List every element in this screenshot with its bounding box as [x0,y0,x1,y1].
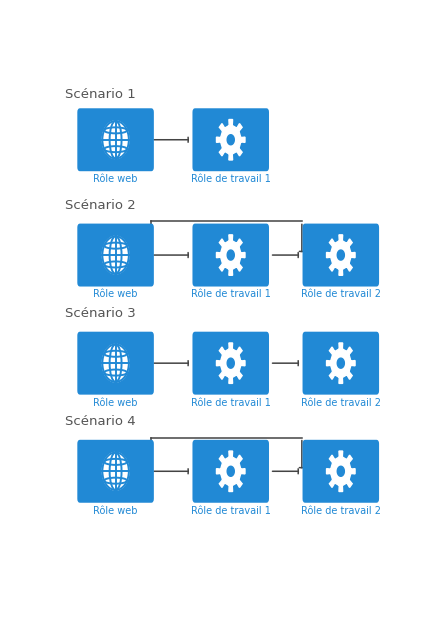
Polygon shape [337,250,344,260]
Polygon shape [227,358,234,368]
Polygon shape [326,343,355,383]
Polygon shape [216,235,245,275]
FancyBboxPatch shape [77,223,154,286]
FancyBboxPatch shape [302,332,379,394]
FancyBboxPatch shape [192,332,269,394]
Text: Scénario 4: Scénario 4 [65,415,135,428]
FancyBboxPatch shape [77,109,154,171]
Polygon shape [227,135,234,145]
Polygon shape [337,358,344,368]
FancyBboxPatch shape [192,440,269,503]
Polygon shape [227,250,234,260]
Text: Rôle de travail 2: Rôle de travail 2 [301,505,381,515]
Text: Scénario 1: Scénario 1 [65,89,135,101]
Polygon shape [216,120,245,160]
Text: Scénario 3: Scénario 3 [65,307,135,320]
Polygon shape [102,452,129,490]
Polygon shape [102,344,129,382]
Polygon shape [326,235,355,275]
Text: Rôle web: Rôle web [94,505,138,515]
Text: Rôle de travail 1: Rôle de travail 1 [191,397,271,407]
FancyBboxPatch shape [302,223,379,286]
FancyBboxPatch shape [192,109,269,171]
Polygon shape [227,466,234,476]
FancyBboxPatch shape [77,440,154,503]
FancyBboxPatch shape [77,332,154,394]
Text: Rôle de travail 1: Rôle de travail 1 [191,505,271,515]
Polygon shape [326,451,355,492]
Text: Scénario 2: Scénario 2 [65,199,135,212]
FancyBboxPatch shape [302,440,379,503]
Text: Rôle web: Rôle web [94,174,138,184]
Text: Rôle web: Rôle web [94,290,138,300]
Polygon shape [216,451,245,492]
Text: Rôle web: Rôle web [94,397,138,407]
Text: Rôle de travail 2: Rôle de travail 2 [301,290,381,300]
Polygon shape [216,343,245,383]
Polygon shape [102,236,129,274]
Polygon shape [337,466,344,476]
Text: Rôle de travail 2: Rôle de travail 2 [301,397,381,407]
Polygon shape [102,121,129,158]
Text: Rôle de travail 1: Rôle de travail 1 [191,174,271,184]
Text: Rôle de travail 1: Rôle de travail 1 [191,290,271,300]
FancyBboxPatch shape [192,223,269,286]
